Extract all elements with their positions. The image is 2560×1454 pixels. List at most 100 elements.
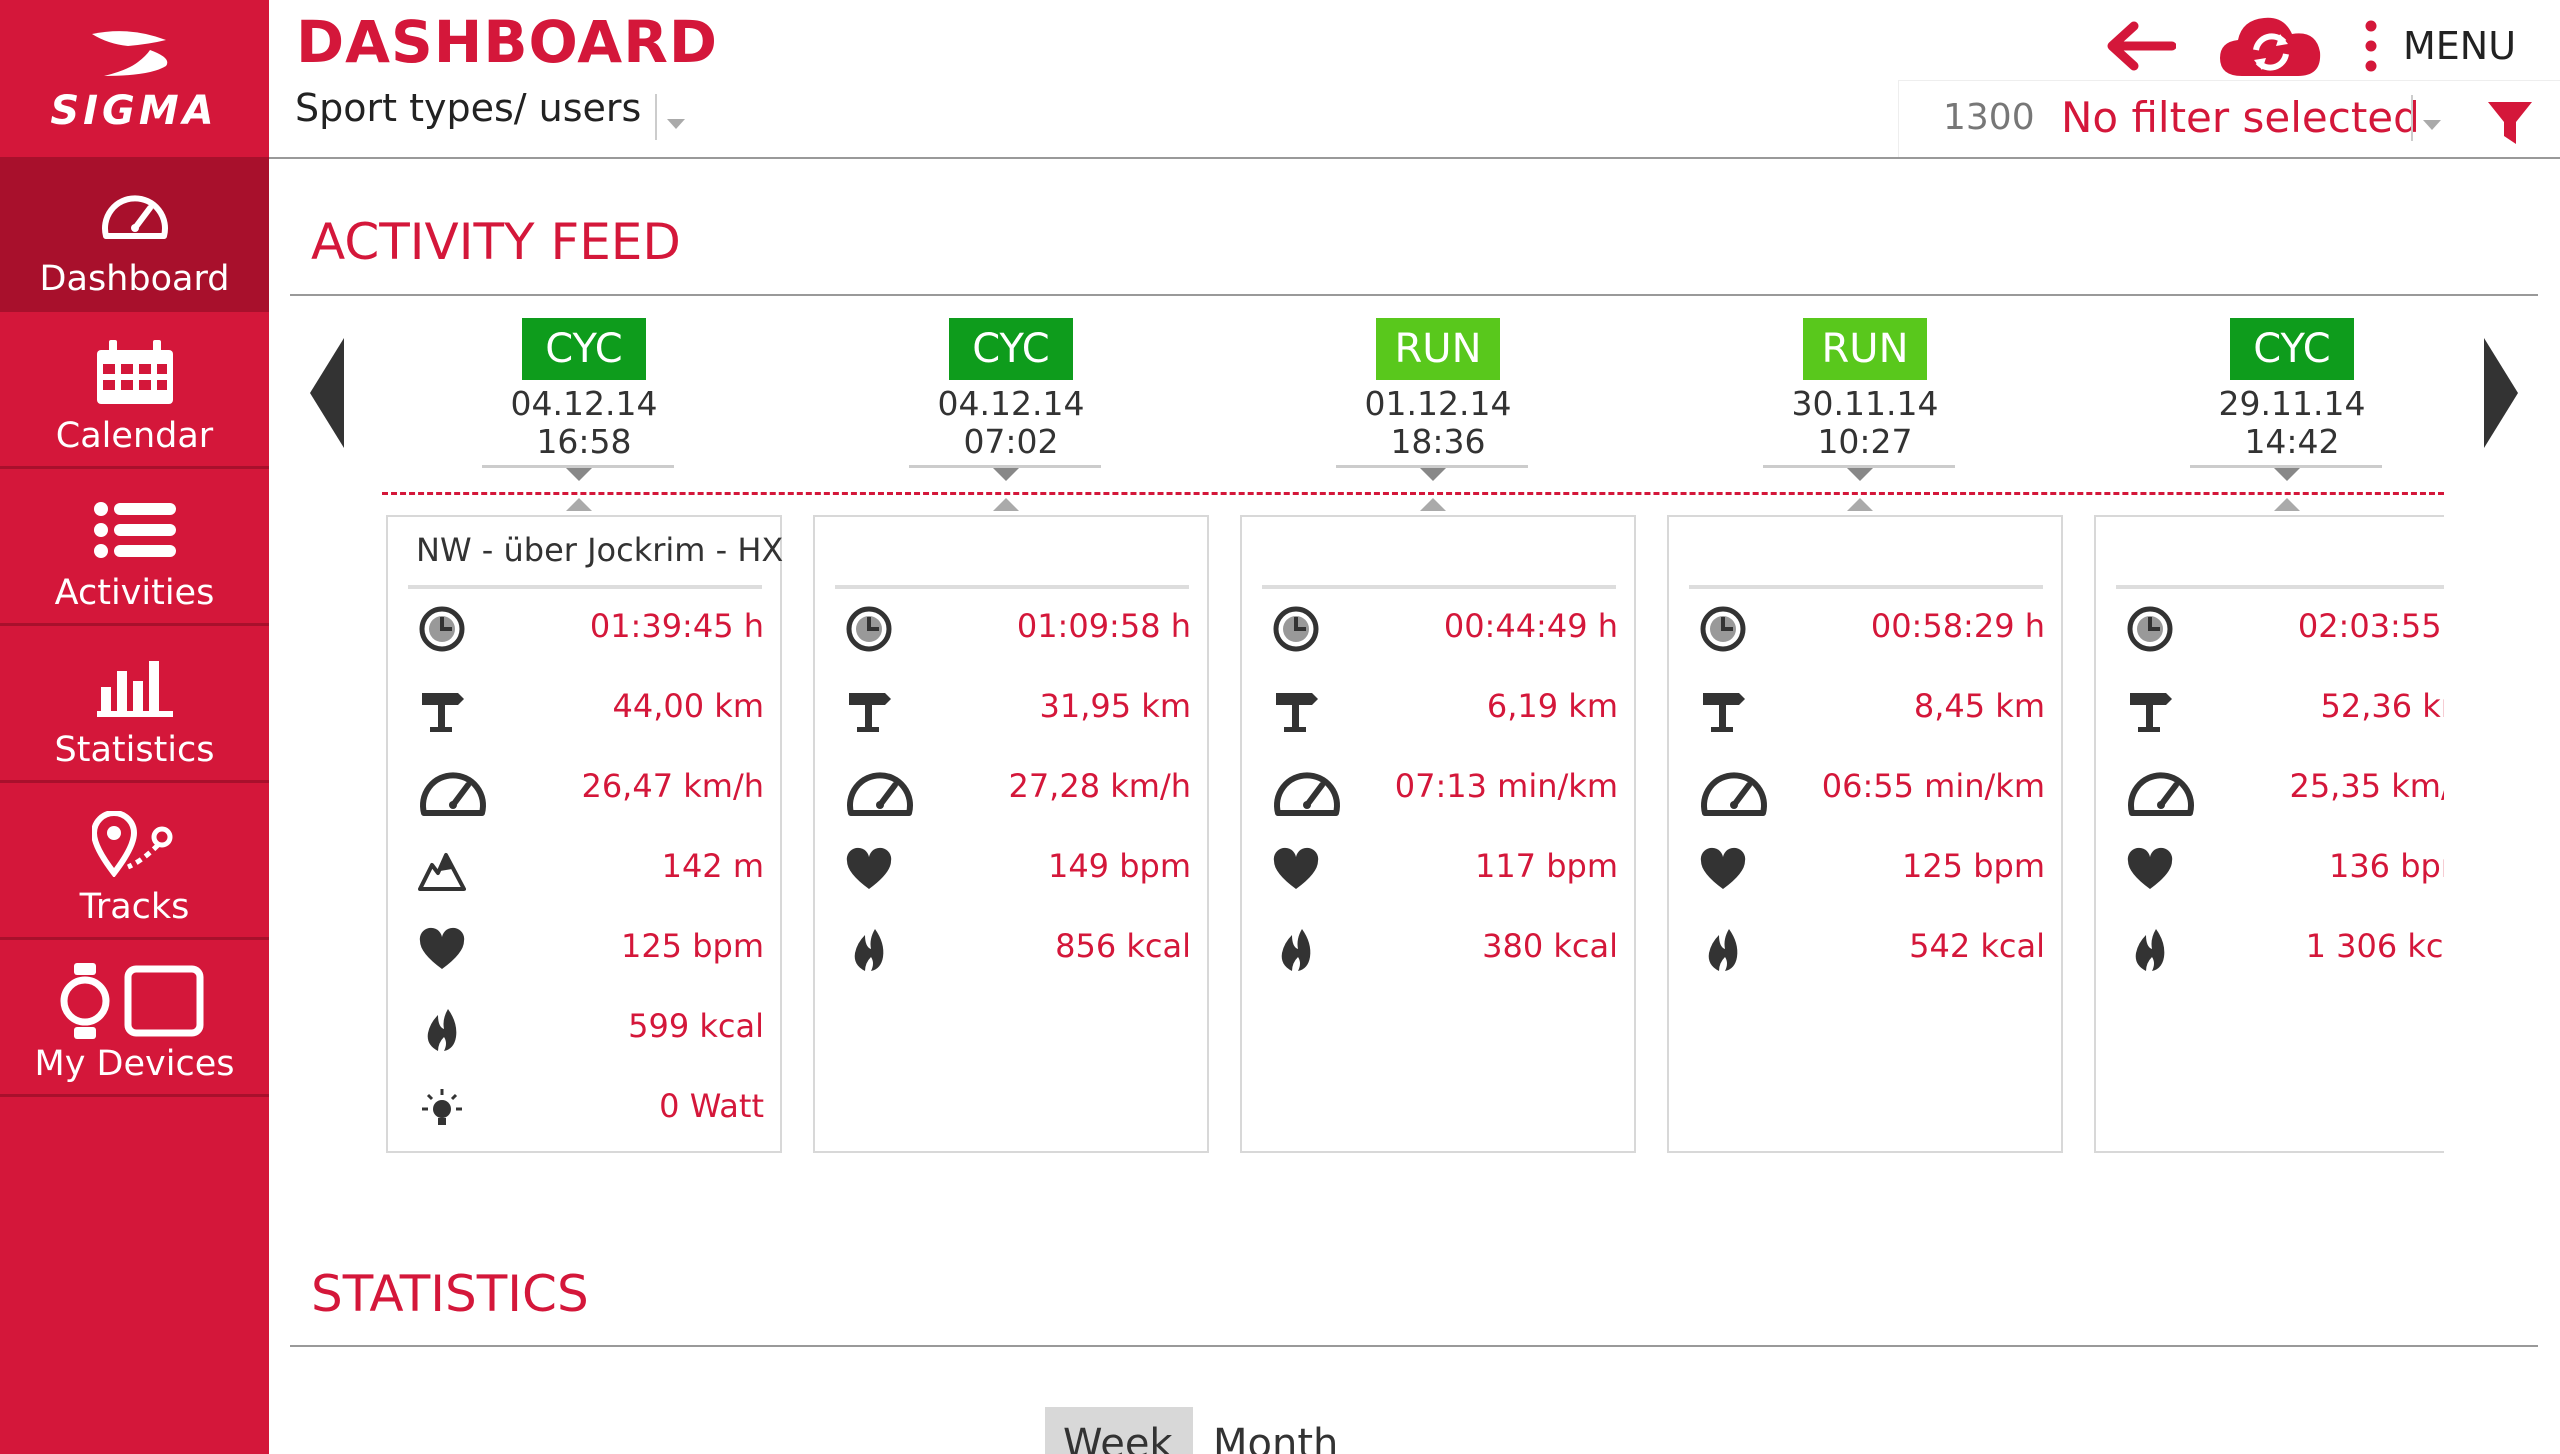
filter-dropdown-caret-icon[interactable] bbox=[2411, 95, 2443, 141]
metric-row: 542 kcal bbox=[1669, 919, 2061, 979]
activity-type-badge[interactable]: RUN bbox=[1803, 318, 1927, 380]
speedometer-icon bbox=[0, 181, 269, 251]
filter-bar: 1300 No filter selected bbox=[1898, 80, 2560, 159]
sidebar: SIGMA Dashboard Calendar Activities Stat… bbox=[0, 0, 269, 1454]
activity-card[interactable]: NW - über Jockrim - HX 01:39:45 h 44,00 … bbox=[386, 515, 784, 1153]
pointer-up-icon bbox=[566, 498, 592, 511]
activity-type-badge[interactable]: RUN bbox=[1376, 318, 1500, 380]
tab-month[interactable]: Month bbox=[1195, 1407, 1345, 1454]
sidebar-item-statistics[interactable]: Statistics bbox=[0, 628, 269, 783]
metric-value: 149 bpm bbox=[1047, 847, 1191, 885]
metric-value: 00:44:49 h bbox=[1443, 607, 1618, 645]
timeline-line bbox=[382, 492, 2444, 495]
funnel-filter-icon[interactable] bbox=[2486, 100, 2534, 150]
metric-row: 142 m bbox=[388, 839, 780, 899]
activity-feed-title: ACTIVITY FEED bbox=[311, 213, 681, 271]
metric-row: 07:13 min/km bbox=[1242, 759, 1634, 819]
metric-value: 26,47 km/h bbox=[581, 767, 764, 805]
filter-count: 1300 bbox=[1943, 97, 2035, 138]
metric-row: 136 bpm bbox=[2096, 839, 2444, 899]
metric-row: 856 kcal bbox=[815, 919, 1207, 979]
metric-value: 380 kcal bbox=[1482, 927, 1618, 965]
metric-value: 27,28 km/h bbox=[1008, 767, 1191, 805]
clock-icon bbox=[2126, 605, 2174, 653]
metric-value: 00:58:29 h bbox=[1870, 607, 2045, 645]
tab-week[interactable]: Week bbox=[1045, 1407, 1193, 1454]
metric-row: 27,28 km/h bbox=[815, 759, 1207, 819]
feed-prev-arrow-icon[interactable] bbox=[310, 338, 344, 452]
activity-card[interactable]: 00:44:49 h 6,19 km 07:13 min/km 117 bpm … bbox=[1240, 515, 1636, 1153]
activity-item: RUN 30.11.14 10:27 00:58:29 h 8,45 km 06… bbox=[1663, 310, 2067, 1160]
activity-item: RUN 01.12.14 18:36 00:44:49 h 6,19 km 07… bbox=[1236, 310, 1640, 1160]
metric-row: 117 bpm bbox=[1242, 839, 1634, 899]
metric-row: 44,00 km bbox=[388, 679, 780, 739]
metric-row: 01:39:45 h bbox=[388, 599, 780, 659]
bar-chart-icon bbox=[0, 652, 269, 722]
metric-row: 125 bpm bbox=[1669, 839, 2061, 899]
clock-icon bbox=[1699, 605, 1747, 653]
sport-dropdown-caret-icon[interactable] bbox=[655, 94, 687, 140]
sidebar-item-label: Activities bbox=[54, 573, 215, 613]
sidebar-item-activities[interactable]: Activities bbox=[0, 471, 269, 626]
filter-selector[interactable]: No filter selected bbox=[2061, 93, 2420, 142]
activity-type-badge[interactable]: CYC bbox=[522, 318, 646, 380]
menu-button[interactable]: MENU bbox=[2365, 14, 2516, 78]
sidebar-item-tracks[interactable]: Tracks bbox=[0, 785, 269, 940]
card-divider bbox=[1262, 585, 1616, 589]
activity-item: CYC 29.11.14 14:42 02:03:55 h 52,36 km 2… bbox=[2090, 310, 2444, 1160]
cloud-sync-icon[interactable] bbox=[2216, 10, 2326, 86]
pointer-up-icon bbox=[1420, 498, 1446, 511]
metric-value: 31,95 km bbox=[1039, 687, 1191, 725]
clock-icon bbox=[418, 605, 466, 653]
metric-value: 44,00 km bbox=[612, 687, 764, 725]
sidebar-item-dashboard[interactable]: Dashboard bbox=[0, 157, 269, 312]
speedometer-icon bbox=[1699, 765, 1767, 816]
map-pin-route-icon bbox=[0, 809, 269, 879]
pointer-down-icon bbox=[1847, 468, 1873, 481]
timeline-marker bbox=[482, 465, 674, 468]
feed-next-arrow-icon[interactable] bbox=[2484, 338, 2518, 452]
heart-icon bbox=[845, 845, 893, 893]
activity-card[interactable]: 02:03:55 h 52,36 km 25,35 km/h 136 bpm 1… bbox=[2094, 515, 2444, 1153]
activity-time: 16:58 bbox=[536, 422, 632, 461]
header-divider bbox=[269, 157, 2560, 159]
activity-type-badge[interactable]: CYC bbox=[949, 318, 1073, 380]
activity-date: 04.12.14 bbox=[937, 384, 1085, 423]
calendar-icon bbox=[0, 338, 269, 408]
metric-row: 0 Watt bbox=[388, 1079, 780, 1139]
back-arrow-icon[interactable] bbox=[2100, 14, 2177, 82]
list-icon bbox=[0, 495, 269, 565]
metric-row: 149 bpm bbox=[815, 839, 1207, 899]
timeline-marker bbox=[1336, 465, 1528, 468]
activity-name: NW - über Jockrim - HX bbox=[416, 531, 784, 569]
sport-type-selector[interactable]: Sport types/ users bbox=[295, 86, 642, 130]
metric-row: 26,47 km/h bbox=[388, 759, 780, 819]
metric-row: 31,95 km bbox=[815, 679, 1207, 739]
flame-icon bbox=[418, 1005, 466, 1053]
activity-date: 30.11.14 bbox=[1791, 384, 1939, 423]
activity-card[interactable]: 00:58:29 h 8,45 km 06:55 min/km 125 bpm … bbox=[1667, 515, 2063, 1153]
metric-value: 25,35 km/h bbox=[2289, 767, 2444, 805]
metric-row: 6,19 km bbox=[1242, 679, 1634, 739]
sidebar-item-my-devices[interactable]: My Devices bbox=[0, 942, 269, 1097]
activity-time: 14:42 bbox=[2244, 422, 2340, 461]
metric-value: 07:13 min/km bbox=[1394, 767, 1618, 805]
tab-month-label: Month bbox=[1213, 1421, 1339, 1454]
heart-icon bbox=[1272, 845, 1320, 893]
activity-type-badge[interactable]: CYC bbox=[2230, 318, 2354, 380]
menu-label: MENU bbox=[2403, 24, 2517, 68]
clock-icon bbox=[1272, 605, 1320, 653]
speedometer-icon bbox=[845, 765, 913, 816]
signpost-icon bbox=[418, 685, 466, 733]
metric-row: 00:58:29 h bbox=[1669, 599, 2061, 659]
activity-card[interactable]: 01:09:58 h 31,95 km 27,28 km/h 149 bpm 8… bbox=[813, 515, 1209, 1153]
metric-row: 25,35 km/h bbox=[2096, 759, 2444, 819]
metric-row: 06:55 min/km bbox=[1669, 759, 2061, 819]
sidebar-item-calendar[interactable]: Calendar bbox=[0, 314, 269, 469]
pointer-down-icon bbox=[993, 468, 1019, 481]
heart-icon bbox=[1699, 845, 1747, 893]
metric-value: 52,36 km bbox=[2320, 687, 2444, 725]
metric-value: 856 kcal bbox=[1055, 927, 1191, 965]
card-divider bbox=[2116, 585, 2444, 589]
timeline-marker bbox=[1763, 465, 1955, 468]
